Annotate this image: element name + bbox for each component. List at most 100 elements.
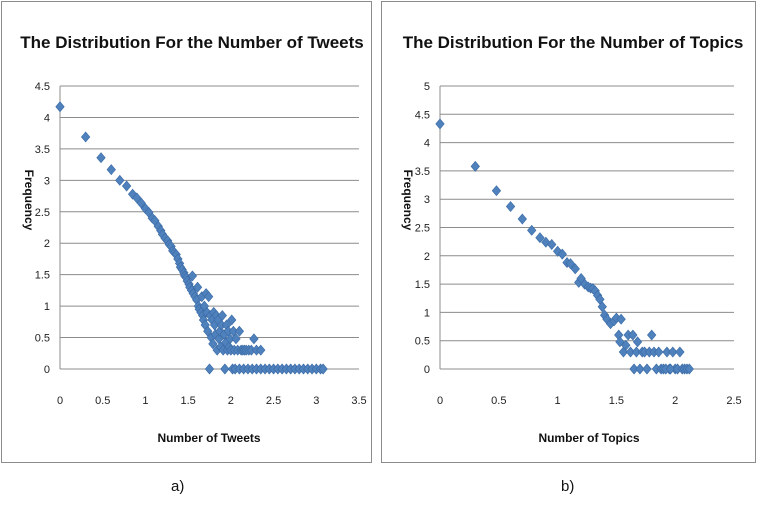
data-point — [187, 270, 198, 282]
x-tick-label: 1.5 — [609, 395, 624, 407]
y-tick-label: 5 — [424, 81, 430, 93]
x-tick-label: 2 — [672, 395, 678, 407]
grid-lines — [440, 85, 734, 342]
y-axis-label: Frequency — [22, 170, 36, 231]
x-tick-label: 2 — [228, 395, 234, 407]
chart-title: The Distribution For the Number of Topic… — [403, 33, 744, 52]
data-point — [318, 363, 328, 375]
data-point — [106, 164, 116, 176]
x-tick-labels: 0 0.5 1 1.5 2 2.5 — [437, 395, 742, 407]
tweets-chart-panel: The Distribution For the Number of Tweet… — [1, 1, 372, 463]
data-point — [115, 174, 125, 186]
data-point — [654, 346, 664, 358]
y-tick-label: 4.5 — [35, 81, 50, 93]
x-tick-label: 2.5 — [266, 395, 281, 407]
y-tick-label: 3 — [44, 175, 50, 187]
topics-chart-panel: The Distribution For the Number of Topic… — [381, 1, 756, 463]
data-point — [597, 301, 607, 313]
x-tick-label: 0 — [437, 395, 443, 407]
data-point — [192, 281, 203, 293]
x-tick-labels: 0 0.5 1 1.5 2 2.5 3 3.5 — [57, 395, 367, 407]
data-point — [665, 363, 676, 375]
y-tick-label: 3 — [424, 194, 430, 206]
grid-lines — [60, 85, 359, 339]
y-axis-label: Frequency — [401, 170, 415, 231]
data-point — [256, 344, 266, 356]
y-tick-label: 1.5 — [35, 270, 50, 282]
y-tick-label: 4 — [44, 112, 50, 124]
data-point — [535, 232, 545, 244]
data-point — [565, 258, 576, 270]
data-point — [227, 314, 237, 326]
y-tick-label: 3.5 — [415, 166, 430, 178]
data-point — [505, 201, 516, 213]
y-tick-label: 0 — [44, 364, 50, 376]
data-point — [557, 248, 567, 260]
data-point — [675, 346, 685, 358]
y-tick-label: 1.5 — [415, 279, 430, 291]
x-axis-label: Number of Topics — [538, 431, 639, 445]
data-point — [632, 336, 643, 348]
x-tick-label: 2.5 — [726, 395, 741, 407]
data-point — [204, 363, 215, 375]
x-tick-label: 1 — [555, 395, 561, 407]
data-point — [55, 101, 65, 113]
y-tick-label: 2 — [424, 251, 430, 263]
data-points — [435, 118, 694, 375]
y-tick-label: 4.5 — [415, 109, 430, 121]
data-point — [136, 197, 146, 209]
data-point — [231, 333, 241, 345]
data-point — [616, 313, 626, 325]
axis-lines — [59, 86, 359, 370]
caption-a: a) — [171, 478, 185, 495]
data-point — [491, 185, 502, 197]
y-tick-label: 0 — [424, 364, 430, 376]
data-point — [642, 363, 652, 375]
x-tick-label: 1 — [142, 395, 148, 407]
y-tick-label: 2.5 — [415, 223, 430, 235]
data-point — [635, 363, 645, 375]
data-point — [435, 118, 445, 130]
x-tick-label: 0.5 — [491, 395, 506, 407]
data-point — [217, 310, 227, 322]
y-tick-label: 3.5 — [35, 144, 50, 156]
data-point — [527, 224, 537, 236]
y-tick-label: 2 — [44, 238, 50, 250]
x-tick-label: 3 — [313, 395, 319, 407]
data-point — [517, 213, 527, 225]
data-point — [570, 263, 580, 275]
y-tick-labels: 0 0.5 1 1.5 2 2.5 3 3.5 4 4.5 — [35, 81, 50, 376]
data-point — [204, 291, 214, 303]
caption-b: b) — [561, 478, 575, 495]
data-points — [55, 101, 328, 375]
data-point — [80, 131, 91, 143]
x-tick-label: 0 — [57, 395, 63, 407]
data-point — [96, 152, 106, 164]
data-point — [621, 339, 631, 351]
y-tick-labels: 0 0.5 1 1.5 2 2.5 3 3.5 4 4.5 5 — [415, 81, 430, 376]
data-point — [668, 346, 678, 358]
data-point — [628, 329, 638, 341]
topics-scatter-chart: The Distribution For the Number of Topic… — [401, 33, 744, 445]
y-tick-label: 1 — [424, 307, 430, 319]
chart-title: The Distribution For the Number of Tweet… — [20, 33, 363, 52]
y-tick-label: 4 — [424, 138, 430, 150]
y-tick-label: 1 — [44, 301, 50, 313]
x-tick-label: 1.5 — [180, 395, 195, 407]
data-point — [208, 338, 218, 350]
y-tick-label: 0.5 — [35, 333, 50, 345]
y-tick-label: 2.5 — [35, 207, 50, 219]
data-point — [234, 325, 245, 337]
data-point — [470, 160, 480, 172]
data-point — [121, 180, 132, 192]
y-tick-label: 0.5 — [415, 336, 430, 348]
data-point — [647, 329, 657, 341]
data-point — [220, 363, 230, 375]
x-axis-label: Number of Tweets — [157, 431, 260, 445]
tweets-scatter-chart: The Distribution For the Number of Tweet… — [20, 33, 367, 445]
data-point — [547, 239, 557, 250]
x-tick-label: 3.5 — [351, 395, 366, 407]
x-tick-label: 0.5 — [95, 395, 110, 407]
data-point — [684, 363, 694, 375]
data-point — [249, 333, 259, 345]
